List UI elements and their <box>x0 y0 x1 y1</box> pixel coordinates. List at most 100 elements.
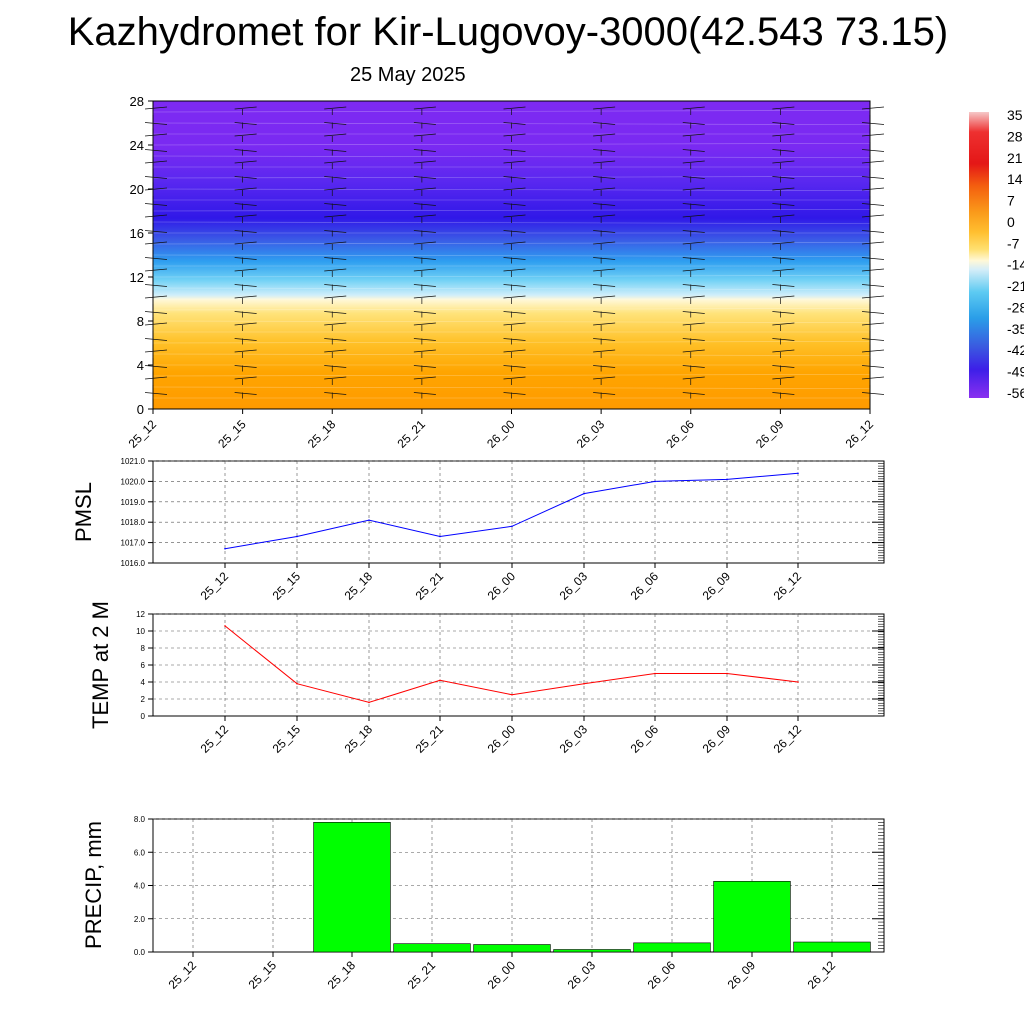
x-tick-label: 26_03 <box>557 569 591 603</box>
wind-barb <box>682 230 705 233</box>
x-tick-label: 26_03 <box>565 958 599 992</box>
wind-barb <box>324 257 347 260</box>
x-tick-label: 25_21 <box>413 569 447 603</box>
y-axis-label: PRECIP, mm <box>81 821 106 949</box>
wind-barb <box>772 365 795 368</box>
wind-barb <box>593 214 616 218</box>
wind-barb <box>682 268 705 272</box>
wind-barb <box>144 311 168 314</box>
xsec-y-tick-label: 0 <box>137 402 144 417</box>
colorbar-label: -14 <box>1007 257 1024 273</box>
wind-barb <box>324 268 347 272</box>
wind-barb <box>324 214 347 218</box>
wind-barb <box>772 106 795 110</box>
wind-barb <box>593 392 616 395</box>
wind-barb <box>503 322 526 326</box>
precip-bar <box>633 942 711 953</box>
y-axis-label: PMSL <box>71 482 96 542</box>
x-tick-label: 25_21 <box>413 722 447 756</box>
data-point <box>368 701 370 704</box>
wind-barb <box>772 311 795 314</box>
x-tick-label: 26_12 <box>771 569 805 603</box>
wind-barb <box>413 376 436 380</box>
contour-line <box>152 155 871 158</box>
wind-barb <box>682 349 705 353</box>
wind-barb <box>861 284 885 287</box>
wind-barb <box>861 295 885 299</box>
y-tick-label: 4.0 <box>134 882 146 891</box>
wind-barb <box>324 149 347 152</box>
wind-barb <box>144 365 168 368</box>
wind-barb <box>324 365 347 368</box>
y-tick-label: 1020.0 <box>121 477 146 486</box>
y-tick-label: 0.0 <box>134 948 146 957</box>
wind-barb <box>503 214 526 218</box>
data-point <box>583 682 585 685</box>
wind-barb <box>682 311 705 314</box>
wind-barb <box>861 187 885 191</box>
wind-barb <box>682 106 705 110</box>
series-line <box>224 472 799 550</box>
wind-barb <box>234 160 257 164</box>
y-tick-label: 6.0 <box>134 848 146 857</box>
wind-barb <box>234 214 257 218</box>
wind-barb <box>861 376 885 380</box>
precip-bar <box>313 822 391 953</box>
wind-barb <box>324 106 347 110</box>
xsec-x-tick-label: 26_06 <box>663 417 697 451</box>
wind-barb <box>234 376 257 380</box>
x-tick-label: 26_09 <box>700 569 734 603</box>
contour-line <box>152 308 871 311</box>
wind-barb <box>593 241 616 245</box>
wind-barb <box>413 176 436 179</box>
wind-barb <box>144 376 168 380</box>
wind-barb <box>682 392 705 395</box>
wind-barb <box>593 187 616 191</box>
colorbar-label: 21 <box>1007 150 1023 166</box>
wind-barb <box>503 106 526 110</box>
precip-bar <box>473 944 551 953</box>
xsec-x-tick-label: 25_21 <box>394 417 428 451</box>
colorbar <box>969 112 989 398</box>
wind-barb <box>593 295 616 299</box>
wind-barb <box>861 392 885 395</box>
wind-barb <box>324 349 347 353</box>
xsec-x-tick-label: 25_15 <box>215 417 249 451</box>
wind-barb <box>593 160 616 164</box>
colorbar-label: -7 <box>1007 235 1020 251</box>
data-point <box>797 681 799 683</box>
wind-barb <box>861 149 885 152</box>
wind-barb <box>682 203 705 206</box>
y-tick-label: 2 <box>141 695 146 704</box>
wind-barb <box>324 284 347 287</box>
wind-barb <box>324 322 347 326</box>
wind-barb <box>413 322 436 326</box>
wind-barb <box>413 160 436 164</box>
wind-barb <box>413 349 436 353</box>
wind-barb <box>772 376 795 380</box>
contour-line <box>152 143 871 146</box>
precip-bar <box>553 949 631 953</box>
wind-barb <box>682 160 705 164</box>
y-tick-label: 0 <box>141 712 146 721</box>
x-tick-label: 25_18 <box>325 958 359 992</box>
wind-barb <box>413 241 436 245</box>
wind-barb <box>144 392 168 395</box>
wind-barb <box>234 268 257 272</box>
data-point <box>439 535 441 538</box>
wind-barb <box>861 338 885 341</box>
wind-barb <box>324 176 347 179</box>
y-tick-label: 8.0 <box>134 815 146 824</box>
data-point <box>654 480 656 483</box>
x-tick-label: 26_06 <box>628 722 662 756</box>
y-tick-label: 4 <box>141 678 146 687</box>
wind-barb <box>413 392 436 395</box>
wind-barb <box>593 230 616 233</box>
xsec-y-tick-label: 24 <box>130 138 144 153</box>
contour-line <box>152 209 871 212</box>
wind-barb <box>234 187 257 191</box>
wind-barb <box>861 311 885 314</box>
wind-barb <box>861 230 885 233</box>
series-line <box>224 625 799 703</box>
x-tick-label: 25_21 <box>405 958 439 992</box>
